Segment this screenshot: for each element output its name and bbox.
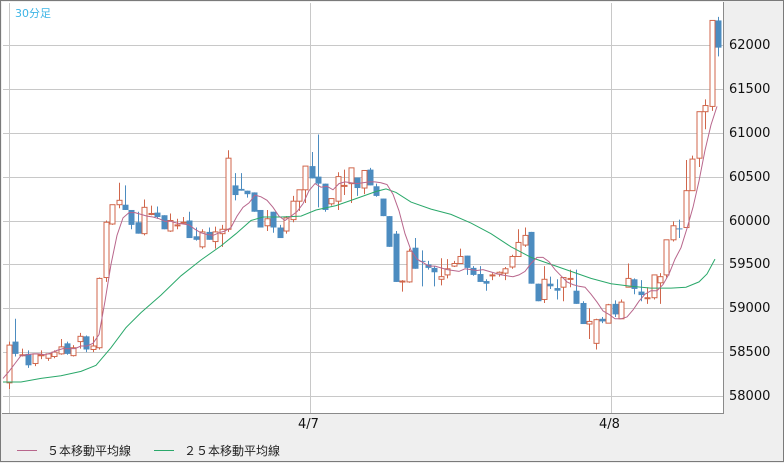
legend-item-ma5: ５本移動平均線 bbox=[17, 442, 131, 459]
ma25-swatch-icon bbox=[154, 450, 174, 451]
y-tick-label: 59500 bbox=[729, 256, 771, 272]
legend-label-ma25: ２５本移動平均線 bbox=[184, 444, 281, 458]
y-tick-label: 61000 bbox=[729, 125, 771, 141]
y-tick-label: 59000 bbox=[729, 300, 771, 316]
timeframe-label: 30分足 bbox=[15, 7, 51, 20]
ma5-swatch-icon bbox=[17, 450, 37, 451]
plot-area bbox=[2, 2, 724, 414]
y-tick-label: 58000 bbox=[729, 388, 771, 404]
y-tick-label: 61500 bbox=[729, 81, 771, 97]
y-tick-label: 58500 bbox=[729, 344, 771, 360]
legend-label-ma5: ５本移動平均線 bbox=[47, 444, 132, 458]
legend-item-ma25: ２５本移動平均線 bbox=[154, 442, 280, 459]
y-tick-label: 60000 bbox=[729, 213, 771, 229]
x-tick-label: 4/7 bbox=[298, 417, 319, 432]
y-tick-label: 62000 bbox=[729, 37, 771, 53]
x-tick-label: 4/8 bbox=[599, 417, 620, 432]
y-tick-label: 60500 bbox=[729, 169, 771, 185]
